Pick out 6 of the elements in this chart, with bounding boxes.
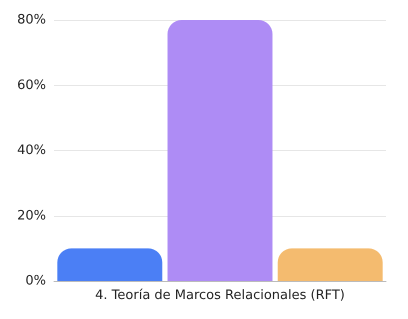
y-tick-label: 60% (17, 78, 46, 93)
x-tick-label: 4. Teoría de Marcos Relacionales (RFT) (95, 288, 345, 303)
y-tick-label: 80% (17, 12, 46, 28)
y-tick-label: 20% (17, 208, 46, 224)
y-tick-label: 0% (25, 274, 46, 288)
y-tick-label: 40% (17, 143, 46, 158)
